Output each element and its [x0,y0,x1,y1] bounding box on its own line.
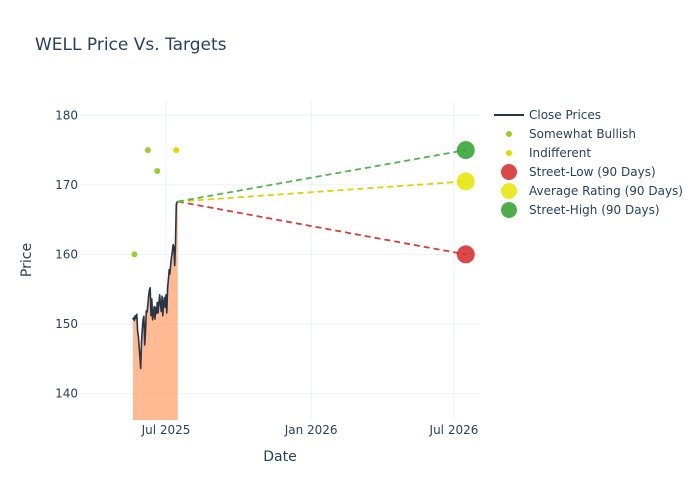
y-tick-label: 170 [55,178,78,192]
tick-layer: 140 150 160 170 180 Jul 2025 Jan 2026 Jul 2026 [55,108,478,437]
close-price-area [132,201,178,420]
average-rating-marker [456,172,475,191]
legend-label-somewhat-bullish: Somewhat Bullish [529,127,636,141]
legend-swatch-street-high [501,202,517,218]
street-low-dashed-line [177,200,466,256]
point-layer [131,141,475,264]
somewhat-bullish-point [154,167,161,174]
x-tick-label: Jan 2026 [284,423,338,437]
street-high-dashed-line [177,149,466,203]
somewhat-bullish-point [131,251,138,258]
y-tick-label: 150 [55,317,78,331]
legend-swatch-average-rating [501,183,517,199]
legend-label-street-high: Street-High (90 Days) [529,203,660,217]
somewhat-bullish-point [144,147,151,154]
average-rating-dashed-line [177,180,466,203]
x-axis-title: Date [263,449,296,465]
target-layer [177,149,466,256]
legend-swatch-street-low [501,164,517,180]
area-layer [132,201,178,420]
y-tick-label: 160 [55,247,78,261]
chart-title: WELL Price Vs. Targets [35,35,227,55]
y-tick-label: 180 [55,108,78,122]
y-tick-label: 140 [55,387,78,401]
legend-swatch-somewhat-bullish [506,131,512,137]
close-price-line [132,200,179,370]
legend-label-average-rating: Average Rating (90 Days) [529,184,683,198]
street-low-marker [456,245,475,264]
x-tick-label: Jul 2026 [429,423,479,437]
legend: Close Prices Somewhat Bullish Indifferent S… [494,108,683,218]
legend-swatch-indifferent [506,150,512,156]
y-axis-title: Price [19,243,35,277]
street-high-marker [456,141,475,160]
legend-label-close-prices: Close Prices [529,108,601,122]
legend-label-street-low: Street-Low (90 Days) [529,165,656,179]
legend-label-indifferent: Indifferent [529,146,591,160]
x-tick-label: Jul 2025 [141,423,191,437]
line-layer [132,200,179,370]
indifferent-point [173,147,180,154]
